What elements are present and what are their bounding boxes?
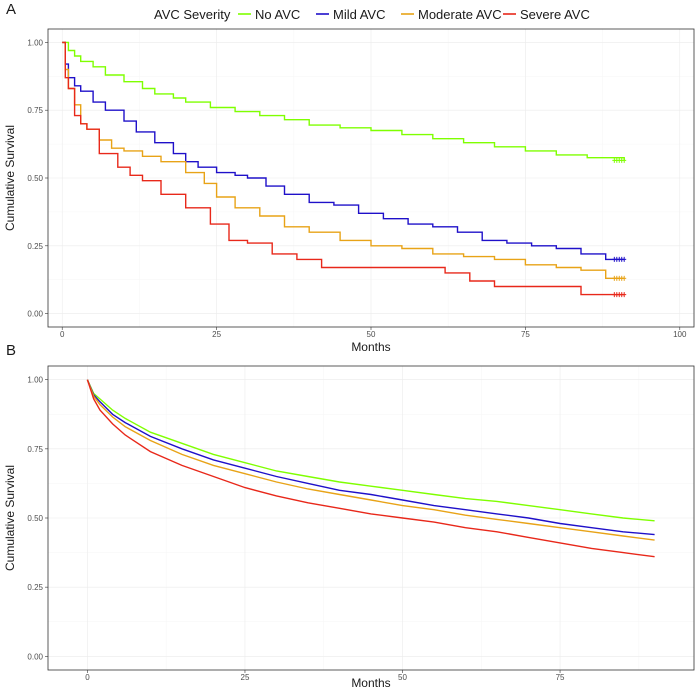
- x-axis-title: Months: [351, 676, 390, 690]
- series-line-moderate-avc: [86, 379, 655, 541]
- plot-frame: [47, 365, 695, 671]
- panel-letter-b: B: [6, 342, 16, 359]
- y-tick-label: 1.00: [27, 38, 43, 47]
- panel-letter-a: A: [6, 1, 16, 18]
- x-tick-label: 100: [673, 330, 687, 339]
- y-tick-label: 0.00: [27, 652, 43, 661]
- legend-label-2: Moderate AVC: [418, 7, 502, 22]
- series-line-no-avc: [86, 379, 655, 522]
- series-line-mild-avc: [86, 379, 655, 536]
- plot-frame: [47, 28, 695, 328]
- series-line-moderate-avc: [62, 41, 625, 279]
- series-line-mild-avc: [62, 41, 625, 261]
- legend: AVC Severity No AVC Mild AVC Moderate AVC S…: [154, 7, 590, 22]
- y-tick-label: 0.25: [27, 583, 43, 592]
- x-tick-label: 25: [241, 673, 250, 682]
- series-line-severe-avc: [62, 41, 625, 296]
- y-axis-title: Cumulative Survival: [3, 125, 17, 231]
- x-tick-label: 0: [60, 330, 65, 339]
- x-tick-label: 25: [212, 330, 221, 339]
- x-tick-label: 75: [521, 330, 530, 339]
- y-axis-title: Cumulative Survival: [3, 465, 17, 571]
- panel-b: 0 25 50 75 0.00 0.25 0.50 0.75 1.00 Months Cumulat…: [3, 365, 695, 690]
- x-axis-title: Months: [351, 340, 390, 354]
- series-line-no-avc: [62, 41, 625, 161]
- legend-title: AVC Severity: [154, 7, 231, 22]
- x-tick-label: 0: [85, 673, 90, 682]
- legend-label-0: No AVC: [255, 7, 300, 22]
- y-tick-label: 0.25: [27, 242, 43, 251]
- x-tick-label: 75: [556, 673, 565, 682]
- y-tick-label: 0.50: [27, 514, 43, 523]
- series-line-severe-avc: [86, 379, 655, 558]
- y-tick-label: 0.75: [27, 106, 43, 115]
- y-tick-label: 0.50: [27, 174, 43, 183]
- y-tick-label: 0.00: [27, 310, 43, 319]
- panel-a: 0 25 50 75 100 0.00 0.25 0.50 0.75 1.00 Months Cumu…: [3, 28, 695, 354]
- legend-label-3: Severe AVC: [520, 7, 590, 22]
- x-tick-label: 50: [367, 330, 376, 339]
- y-tick-label: 0.75: [27, 445, 43, 454]
- x-tick-label: 50: [398, 673, 407, 682]
- y-tick-label: 1.00: [27, 376, 43, 385]
- legend-label-1: Mild AVC: [333, 7, 386, 22]
